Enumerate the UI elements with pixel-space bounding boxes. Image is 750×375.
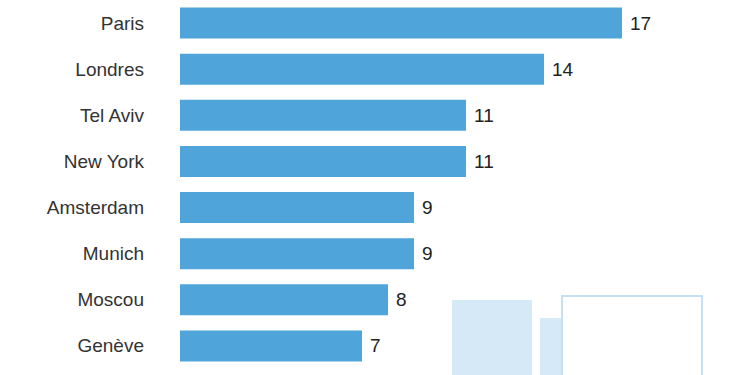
- svg-text:17: 17: [630, 13, 651, 34]
- svg-text:New York: New York: [64, 151, 145, 172]
- svg-text:Munich: Munich: [83, 243, 144, 264]
- svg-text:11: 11: [474, 105, 494, 126]
- svg-text:8: 8: [396, 289, 407, 310]
- svg-text:Londres: Londres: [75, 59, 144, 80]
- svg-text:Tel Aviv: Tel Aviv: [80, 105, 145, 126]
- svg-text:Amsterdam: Amsterdam: [47, 197, 144, 218]
- svg-text:11: 11: [474, 151, 494, 172]
- svg-text:14: 14: [552, 59, 574, 80]
- svg-text:Paris: Paris: [101, 13, 144, 34]
- svg-text:Moscou: Moscou: [77, 289, 144, 310]
- svg-text:9: 9: [422, 197, 433, 218]
- svg-text:9: 9: [422, 243, 433, 264]
- svg-text:7: 7: [370, 335, 381, 356]
- svg-text:Genève: Genève: [77, 335, 144, 356]
